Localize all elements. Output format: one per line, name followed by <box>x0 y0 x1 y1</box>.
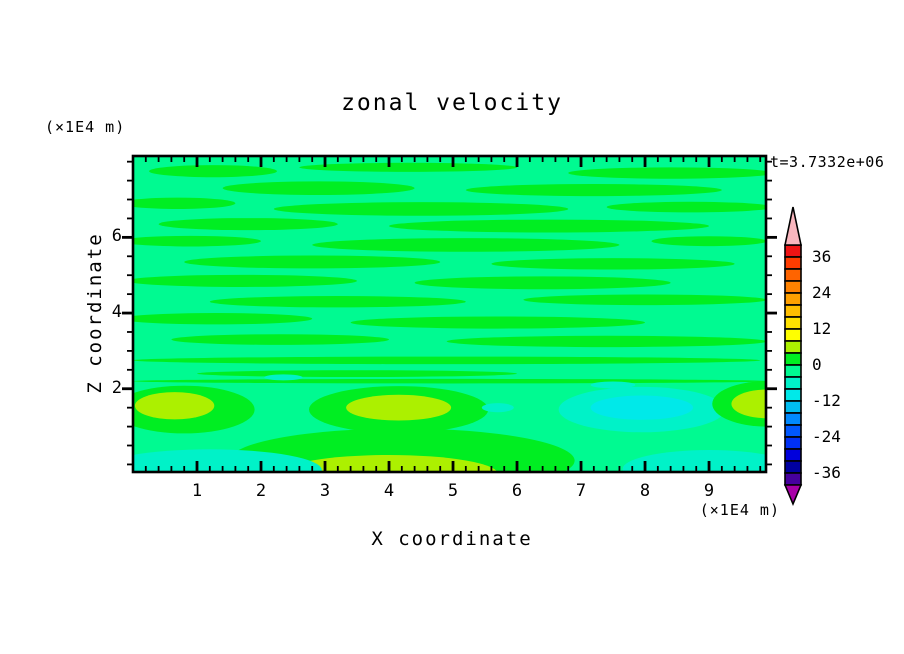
plot-title: zonal velocity <box>341 90 563 116</box>
colorbar-tick-label: 0 <box>812 355 822 374</box>
y-tick-label: 6 <box>111 226 122 247</box>
colorbar-tick-label: 36 <box>812 247 832 266</box>
contour-streak <box>414 276 671 290</box>
contour-streak <box>158 218 338 231</box>
colorbar-band <box>784 280 802 294</box>
contour-streak <box>299 162 518 172</box>
time-annotation: t=3.7332e+06 <box>770 153 885 171</box>
colorbar-tick-label: -24 <box>812 427 841 446</box>
contour-blob-turquoise <box>481 403 514 413</box>
colorbar <box>783 206 803 507</box>
colorbar-tick-label: -36 <box>812 463 841 482</box>
contour-streak <box>133 274 357 287</box>
contour-blob-greenyellow <box>134 392 215 420</box>
contour-streak <box>197 370 518 378</box>
x-tick-label: 3 <box>319 481 331 501</box>
contour-streak <box>465 184 722 197</box>
contour-field <box>133 156 766 472</box>
contour-streak <box>133 313 313 325</box>
colorbar-band <box>784 328 802 342</box>
colorbar-tick-label: -12 <box>812 391 841 410</box>
contour-streak <box>651 236 766 247</box>
colorbar-band <box>784 268 802 282</box>
contour-blob-cyan <box>590 395 694 420</box>
x-axis-units-label: (×1E4 m) <box>699 501 780 519</box>
colorbar-band <box>784 316 802 330</box>
x-tick-label: 5 <box>447 481 459 501</box>
contour-blob-turquoise <box>590 381 636 389</box>
x-tick-label: 7 <box>575 481 587 501</box>
y-tick-label: 4 <box>111 302 122 323</box>
x-tick-label: 2 <box>255 481 267 501</box>
colorbar-band <box>784 292 802 306</box>
colorbar-band <box>784 460 802 474</box>
contour-streak <box>222 181 415 195</box>
x-tick-label: 4 <box>383 481 395 501</box>
y-tick-label: 2 <box>111 377 122 398</box>
contour-streak <box>606 201 766 213</box>
colorbar-band <box>784 376 802 390</box>
colorbar-band <box>784 364 802 378</box>
contour-streak <box>350 316 646 329</box>
colorbar-band <box>784 256 802 270</box>
contour-streak <box>523 294 766 306</box>
colorbar-over-arrow <box>784 206 802 246</box>
colorbar-band <box>784 436 802 450</box>
colorbar-band <box>784 352 802 366</box>
contour-streak <box>149 165 278 178</box>
contour-streak <box>491 258 735 270</box>
colorbar-band <box>784 304 802 318</box>
contour-streak <box>312 238 620 252</box>
colorbar-under-arrow <box>783 484 803 507</box>
contour-streak <box>133 378 766 384</box>
x-tick-label: 6 <box>511 481 523 501</box>
colorbar-band <box>784 400 802 414</box>
x-tick-label: 9 <box>703 481 715 501</box>
colorbar-band <box>784 244 802 258</box>
colorbar-band <box>784 424 802 438</box>
contour-streak <box>273 202 569 216</box>
contour-streak <box>133 235 261 247</box>
colorbar-band <box>784 412 802 426</box>
colorbar-band <box>784 340 802 354</box>
contour-streak <box>171 334 390 345</box>
colorbar-band <box>784 388 802 402</box>
y-axis-units-label: (×1E4 m) <box>45 118 126 136</box>
contour-streak <box>389 219 710 233</box>
contour-blob-turquoise <box>264 374 303 381</box>
colorbar-tick-label: 24 <box>812 283 832 302</box>
x-tick-label: 1 <box>191 481 203 501</box>
contour-streak <box>209 296 466 308</box>
contour-streak <box>568 167 766 179</box>
contour-streak <box>133 356 761 365</box>
contour-blob-greenyellow <box>346 394 452 421</box>
contour-blob-greenyellow <box>731 389 766 419</box>
contour-streak <box>184 255 441 269</box>
colorbar-tick-label: 12 <box>812 319 832 338</box>
colorbar-band <box>784 472 802 486</box>
contour-streak <box>133 197 236 209</box>
colorbar-band <box>784 448 802 462</box>
x-axis-title: X coordinate <box>371 528 533 550</box>
x-tick-label: 8 <box>639 481 651 501</box>
contour-streak <box>446 335 766 348</box>
